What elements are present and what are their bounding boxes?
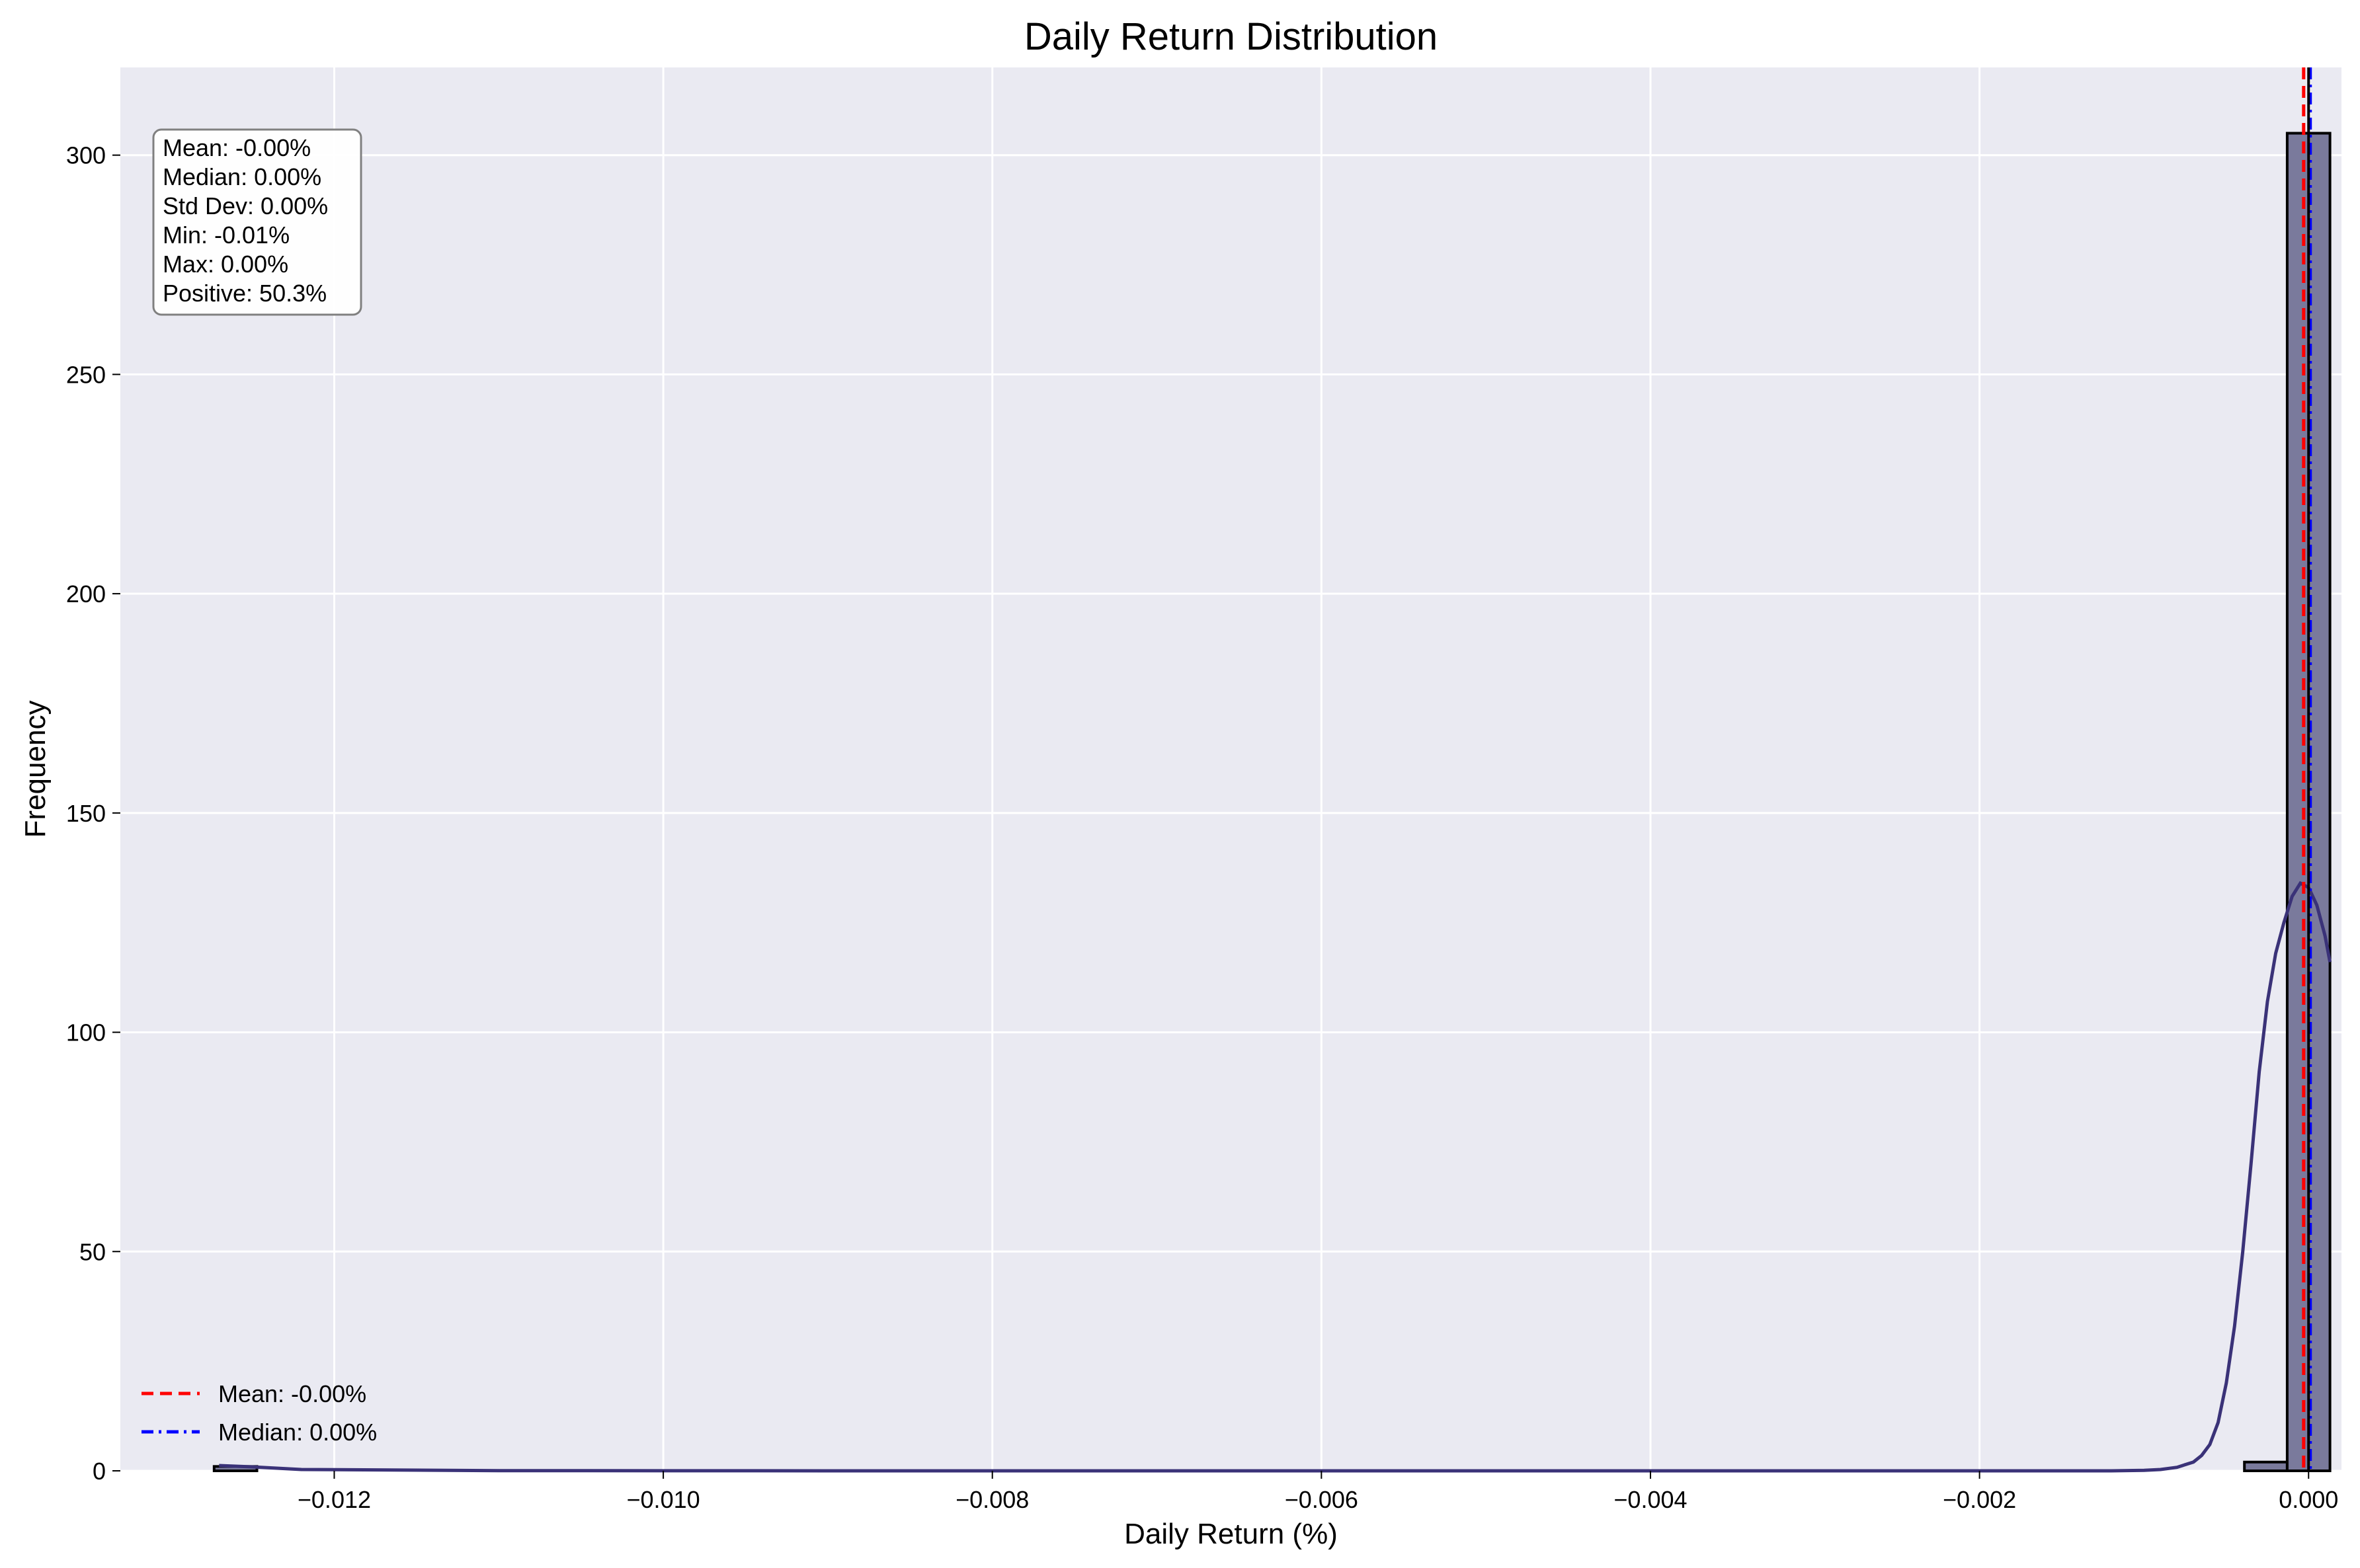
stats-line: Min: -0.01% [163,221,290,249]
chart-title: Daily Return Distribution [1024,15,1438,58]
plot-area [120,67,2341,1471]
y-tick-label: 300 [66,142,106,169]
stats-box-frame [152,128,362,316]
histogram-bar [2243,1460,2289,1472]
stats-line: Mean: -0.00% [163,134,311,161]
y-tick-label: 250 [66,361,106,388]
stats-line: Median: 0.00% [163,163,321,190]
x-tick-label: −0.010 [627,1486,700,1513]
stats-line: Std Dev: 0.00% [163,192,328,219]
y-tick-label: 0 [93,1458,106,1485]
x-tick-label: −0.004 [1613,1486,1687,1513]
y-tick-label: 50 [79,1238,106,1265]
x-axis-label: Daily Return (%) [1124,1518,1338,1550]
y-tick-label: 100 [66,1019,106,1046]
x-tick-label: −0.008 [956,1486,1029,1513]
stats-box: Mean: -0.00%Median: 0.00%Std Dev: 0.00%M… [152,128,362,316]
legend-label: Mean: -0.00% [218,1380,366,1407]
y-tick-label: 150 [66,800,106,827]
x-tick-label: −0.012 [298,1486,371,1513]
stats-line: Max: 0.00% [163,251,288,278]
kde-curve [219,881,2332,1473]
x-axis-ticks: −0.012 −0.010 −0.008 −0.006 −0.004 −0.002 0.00… [298,1471,2338,1513]
y-axis-ticks: 0 50 100 150 200 250 300 [66,142,120,1485]
y-axis-label: Frequency [19,701,52,838]
stats-line: Positive: 50.3% [163,280,327,307]
legend-label: Median: 0.00% [218,1419,377,1446]
x-tick-label: −0.002 [1943,1486,2016,1513]
x-tick-label: −0.006 [1285,1486,1358,1513]
x-tick-label: 0.000 [2279,1486,2338,1513]
y-tick-label: 200 [66,580,106,608]
legend: Mean: -0.00% Median: 0.00% [142,1380,377,1446]
